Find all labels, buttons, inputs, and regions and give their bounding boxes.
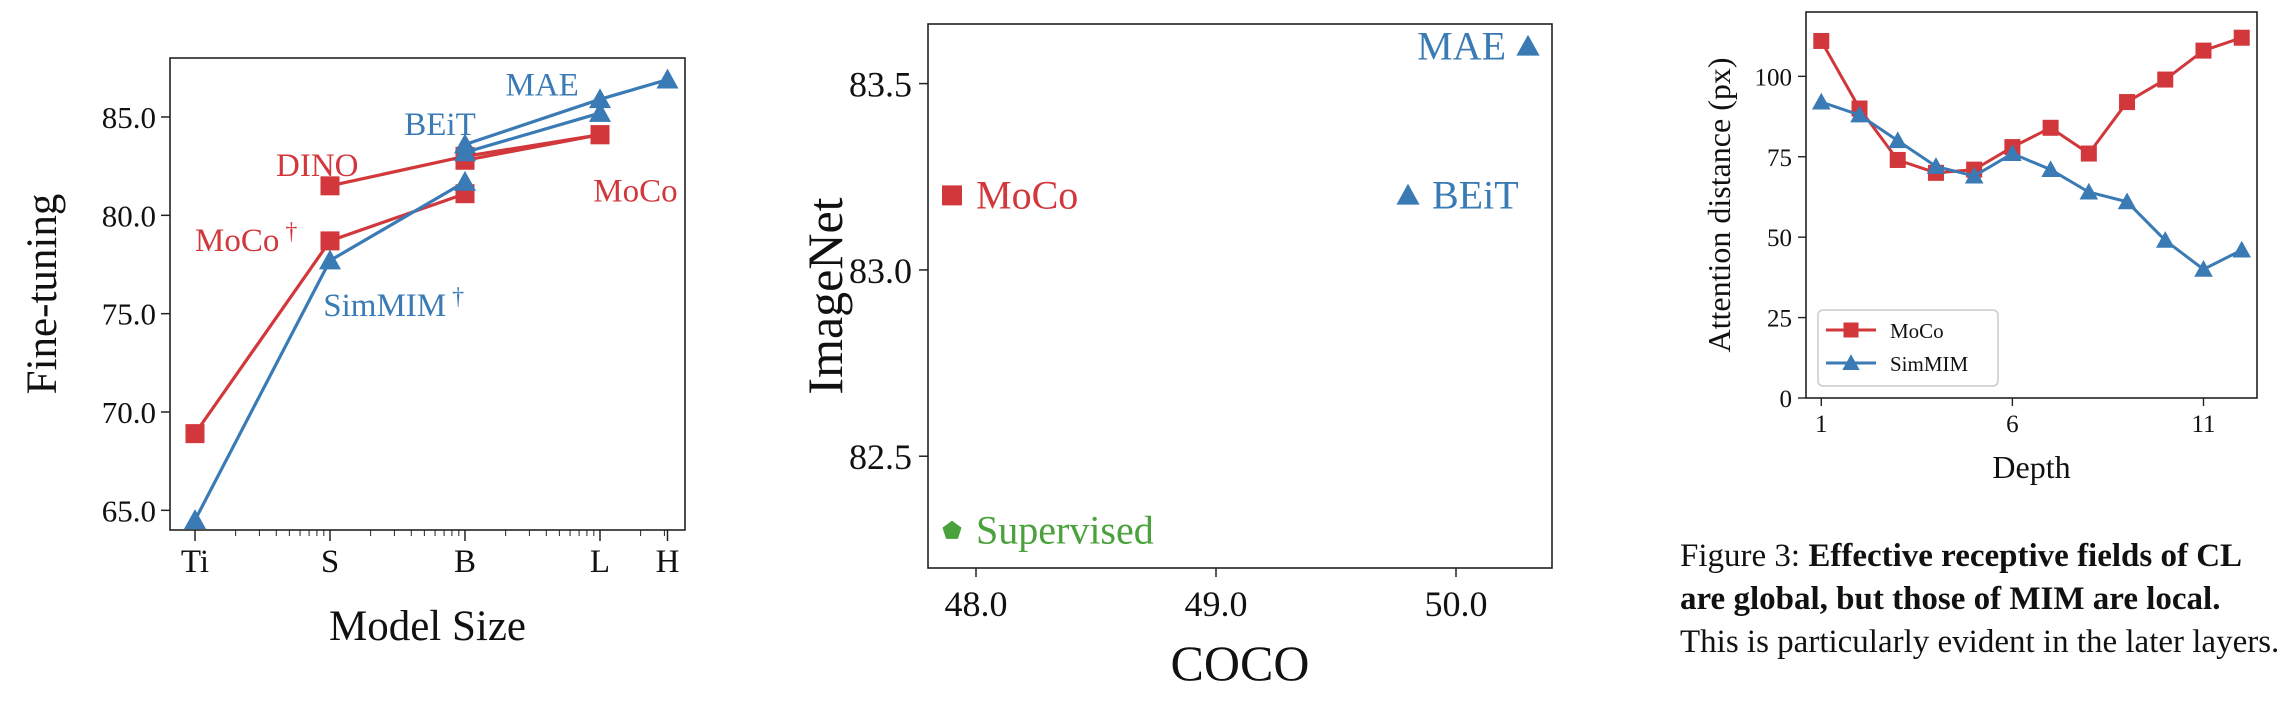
data-point — [942, 520, 962, 539]
x-tick-label: 6 — [2006, 411, 2019, 438]
data-point — [2233, 29, 2250, 46]
data-point — [1850, 105, 1869, 123]
caption-rest: This is particularly evident in the late… — [1680, 624, 2280, 660]
x-tick-label: S — [321, 544, 339, 580]
x-axis-label: Depth — [1992, 449, 2070, 485]
point-label: BEiT — [1432, 172, 1519, 217]
x-tick-label: Ti — [181, 544, 209, 580]
data-point — [1812, 92, 1831, 110]
data-point — [2232, 240, 2251, 258]
data-point — [1964, 166, 1984, 184]
data-point — [588, 102, 612, 122]
legend-entry: MoCo — [1890, 319, 1944, 343]
x-tick-label: H — [656, 544, 680, 580]
x-tick-label: 11 — [2191, 411, 2215, 438]
series-line — [1820, 100, 2243, 272]
data-point — [318, 249, 342, 270]
legend-swatch-marker — [1843, 322, 1859, 338]
series-line — [464, 111, 601, 154]
series-line — [464, 133, 601, 162]
legend-swatch-marker — [1842, 354, 1860, 370]
data-point — [1516, 34, 1540, 56]
legend-entry: SimMIM — [1890, 352, 1969, 376]
y-tick-label: 85.0 — [102, 100, 156, 135]
y-tick-label: 70.0 — [102, 395, 156, 430]
data-point — [588, 88, 612, 109]
data-point — [2194, 260, 2213, 277]
caption-prefix: Figure 3: — [1680, 538, 1809, 574]
data-point — [2195, 42, 2212, 59]
data-point — [2003, 144, 2022, 161]
data-point — [2155, 231, 2175, 248]
y-tick-label: 65.0 — [102, 493, 156, 528]
caption-bold: Effective receptive fields of CL are glo… — [1680, 538, 2241, 617]
dagger-mark: † — [446, 284, 464, 310]
dagger-mark: † — [279, 219, 297, 245]
x-tick-label: 50.0 — [1425, 584, 1488, 624]
data-point — [183, 509, 207, 529]
data-point — [2117, 192, 2137, 210]
data-point — [2157, 71, 2174, 88]
x-tick-label: 1 — [1815, 411, 1828, 438]
attention-distance-chart: 0 25 50 75 100 1 6 11 Depth Attention distance (p… — [1701, 11, 2258, 485]
series-annotation: SimMIM † — [323, 284, 464, 324]
data-point — [590, 125, 610, 145]
data-point — [2079, 182, 2099, 200]
series-line — [1819, 36, 2243, 175]
x-axis-label: COCO — [1171, 635, 1310, 691]
series-annotation: MoCo — [593, 174, 677, 210]
model-size-chart: 65.0 70.0 75.0 80.0 85.0 Ti S B L H Model Size Fine… — [19, 57, 686, 650]
y-tick-label: 83.5 — [849, 65, 912, 105]
data-point — [320, 231, 340, 251]
y-axis-label: Attention distance (px) — [1701, 57, 1737, 352]
y-tick-label: 75 — [1767, 145, 1792, 172]
series-annotation: BEiT — [404, 107, 476, 143]
data-point — [185, 424, 205, 444]
x-tick-label: 49.0 — [1185, 584, 1248, 624]
data-point — [320, 176, 340, 196]
legend: MoCo SimMIM — [1817, 309, 1999, 387]
y-tick-label: 100 — [1755, 64, 1793, 91]
data-point — [453, 133, 477, 154]
x-tick-label: 48.0 — [945, 584, 1008, 624]
data-point — [656, 68, 679, 89]
data-point — [1888, 131, 1908, 149]
x-tick-label: L — [590, 544, 610, 580]
y-tick-label: 83.0 — [849, 251, 912, 291]
series-annotation: DINO — [276, 148, 358, 184]
point-label: MoCo — [976, 172, 1078, 217]
x-axis-label: Model Size — [329, 603, 526, 650]
data-point — [1396, 183, 1420, 205]
data-point — [1813, 32, 1830, 49]
point-label: Supervised — [976, 508, 1154, 553]
data-point — [1889, 151, 1906, 168]
plot-frame — [927, 23, 1553, 569]
figure-caption: Figure 3: Effective receptive fields of … — [1680, 535, 2280, 664]
y-tick-label: 0 — [1780, 386, 1793, 413]
plot-frame — [169, 57, 686, 531]
data-point — [942, 185, 962, 206]
coco-imagenet-chart: 82.5 83.0 83.5 48.0 49.0 50.0 COCO ImageNet MoCo… — [797, 23, 1553, 691]
y-tick-label: 75.0 — [102, 297, 156, 332]
y-tick-label: 80.0 — [102, 198, 156, 233]
y-tick-label: 82.5 — [849, 437, 912, 477]
y-axis-label: ImageNet — [797, 197, 853, 394]
point-label: MAE — [1417, 23, 1506, 68]
data-point — [2119, 94, 2136, 111]
series-annotation: MAE — [506, 68, 579, 104]
data-point — [2042, 119, 2059, 136]
series-annotation: MoCo † — [195, 219, 297, 259]
y-tick-label: 25 — [1767, 306, 1792, 333]
data-point — [2041, 160, 2060, 178]
plot-frame — [1805, 11, 2258, 399]
x-tick-label: B — [454, 544, 476, 580]
y-axis-label: Fine-tuning — [19, 194, 66, 395]
y-tick-label: 50 — [1767, 225, 1792, 252]
data-point — [2080, 145, 2097, 162]
data-point — [1926, 157, 1946, 174]
data-point — [453, 170, 477, 191]
